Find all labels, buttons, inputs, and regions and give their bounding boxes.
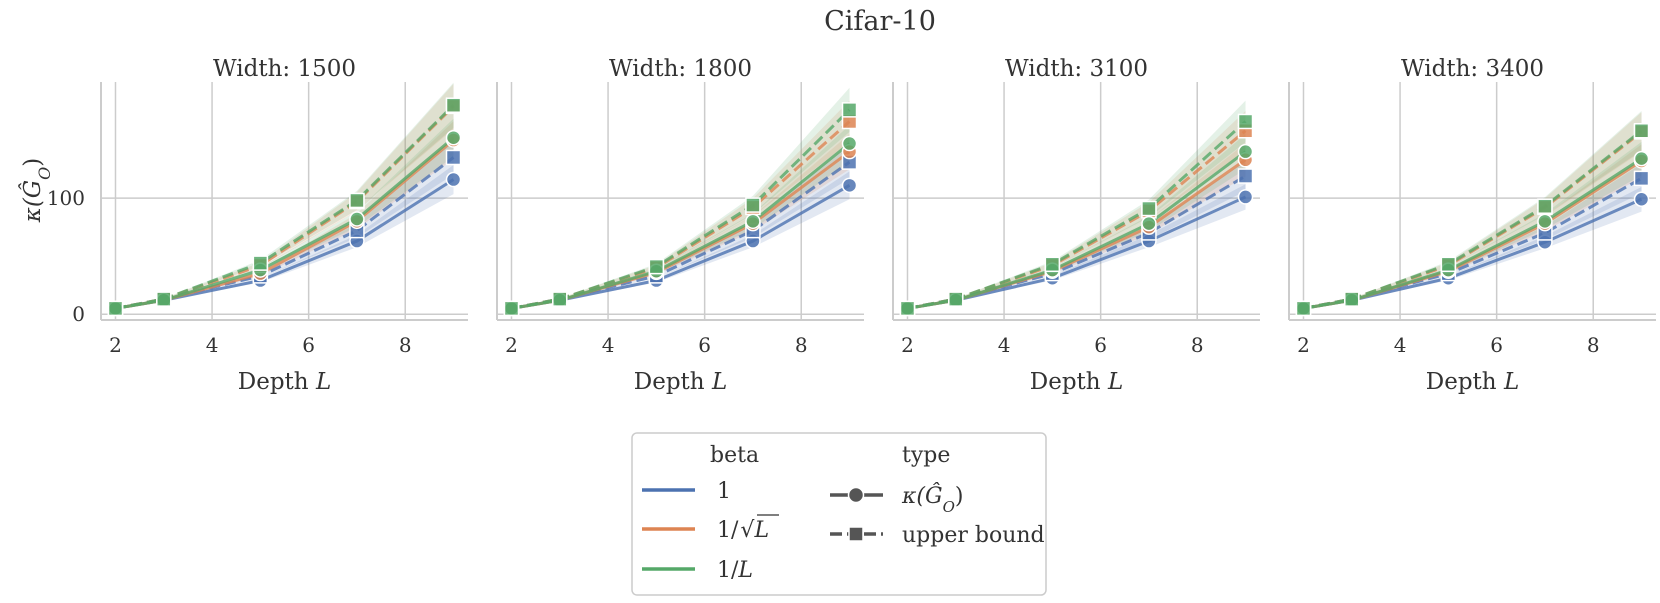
panel-title: Width: 3100 — [1005, 56, 1148, 82]
point-beta-inv-l-kappa — [349, 211, 365, 227]
x-tick-label: 4 — [206, 333, 219, 357]
legend-label-kappa-close: ) — [955, 484, 964, 509]
panel-title: Width: 3400 — [1401, 56, 1544, 82]
x-tick-label: 4 — [602, 333, 615, 357]
point-beta-inv-l-kappa — [1141, 215, 1157, 232]
panel-2: Width: 1800 2 4 6 8 Depth L — [496, 56, 864, 395]
x-tick-label: 8 — [1191, 333, 1204, 357]
y-tick-label: 100 — [47, 186, 85, 210]
legend-swatch-upper-bound — [830, 526, 883, 542]
panel-title: Width: 1800 — [609, 56, 752, 82]
point-beta-inv-l-upper-bound — [1044, 256, 1061, 273]
y-axis-label-main: κ(Ĝ — [19, 180, 46, 223]
x-axis-label: Depth L — [1030, 369, 1123, 395]
point-beta-1-upper-bound — [1633, 170, 1650, 187]
point-beta-inv-l-kappa — [1633, 150, 1650, 167]
point-beta-inv-l-upper-bound — [1141, 200, 1157, 217]
y-axis-label-sub: O — [35, 167, 54, 180]
svg-text:κ(ĜO): κ(ĜO) — [19, 158, 54, 224]
x-tick-label: 4 — [1394, 333, 1407, 357]
point-beta-inv-l-upper-bound — [1295, 300, 1312, 317]
legend: beta 1 1/√L 1/L type κ(ĜO) upper bound — [631, 432, 1047, 596]
x-tick-label: 2 — [1297, 333, 1310, 357]
legend-beta-header: beta — [710, 443, 759, 468]
legend-label-kappa-main: κ(Ĝ — [901, 482, 943, 509]
point-beta-inv-l-kappa — [745, 213, 761, 230]
y-tick-label: 0 — [72, 302, 85, 326]
point-beta-1-upper-bound — [1237, 168, 1254, 184]
x-axis-label: Depth L — [1426, 369, 1519, 395]
point-beta-1-kappa — [841, 177, 858, 194]
legend-label-beta-inv-sqrt-l: 1/√L — [717, 514, 779, 543]
legend-swatch-kappa — [830, 486, 883, 504]
x-tick-label: 6 — [1490, 333, 1503, 357]
point-beta-1-kappa — [1237, 189, 1254, 205]
legend-label-beta-1: 1 — [717, 479, 731, 504]
point-beta-inv-l-upper-bound — [107, 300, 124, 317]
x-tick-label: 4 — [998, 333, 1011, 357]
point-beta-inv-l-upper-bound — [948, 291, 964, 307]
svg-text:1/√L: 1/√L — [717, 518, 769, 543]
legend-label-beta-inv-sqrt-l-prefix: 1/ — [717, 518, 739, 543]
point-beta-inv-l-upper-bound — [552, 291, 568, 307]
point-beta-inv-l-kappa — [841, 135, 858, 152]
sqrt-symbol: √ — [740, 518, 755, 543]
x-tick-label: 6 — [302, 333, 315, 357]
point-beta-inv-l-upper-bound — [1237, 113, 1254, 130]
x-tick-label: 8 — [399, 333, 412, 357]
x-tick-label: 2 — [109, 333, 122, 357]
y-axis-label: κ(ĜO) — [19, 158, 54, 224]
panel-1: Width: 1500 2 4 6 8 0 100 Depth L — [47, 56, 468, 395]
legend-label-beta-inv-l: 1/L — [717, 558, 753, 583]
point-beta-inv-l-upper-bound — [1344, 291, 1360, 307]
point-beta-inv-l-upper-bound — [503, 300, 520, 317]
x-tick-label: 6 — [1094, 333, 1107, 357]
figure-title: Cifar-10 — [824, 6, 936, 37]
point-beta-inv-l-upper-bound — [745, 197, 761, 213]
x-axis-label: Depth L — [634, 369, 727, 395]
panel-title: Width: 1500 — [213, 56, 356, 82]
panel-4: Width: 3400 2 4 6 8 Depth L — [1288, 56, 1656, 395]
panels: Width: 1500 2 4 6 8 0 100 Depth L Width: 1800 2 4 6… — [47, 56, 1656, 395]
legend-frame — [631, 432, 1047, 596]
point-beta-inv-l-upper-bound — [1537, 198, 1553, 214]
point-beta-inv-l-upper-bound — [252, 255, 269, 271]
point-beta-1-kappa — [1633, 191, 1650, 208]
point-beta-1-upper-bound — [445, 149, 462, 166]
legend-label-upper-bound: upper bound — [902, 523, 1045, 548]
x-tick-label: 8 — [795, 333, 808, 357]
legend-label-beta-inv-l-prefix: 1/ — [717, 558, 739, 583]
point-beta-inv-l-upper-bound — [841, 102, 858, 118]
point-beta-inv-l-upper-bound — [899, 300, 916, 317]
point-beta-inv-l-upper-bound — [156, 291, 172, 307]
legend-label-kappa-sub: O — [943, 498, 955, 516]
x-tick-label: 2 — [901, 333, 914, 357]
legend-label-beta-inv-sqrt-l-radicand: L — [753, 518, 769, 543]
point-beta-inv-l-kappa — [1237, 143, 1254, 160]
legend-label-kappa: κ(ĜO) — [901, 482, 964, 516]
legend-type-header: type — [902, 443, 950, 468]
point-beta-inv-l-upper-bound — [1440, 256, 1457, 273]
x-tick-label: 2 — [505, 333, 518, 357]
x-axis-label: Depth L — [238, 369, 331, 395]
point-beta-inv-l-kappa — [445, 129, 462, 146]
point-beta-inv-l-upper-bound — [648, 258, 665, 275]
point-beta-1-kappa — [445, 171, 462, 188]
y-axis-label-close: ) — [20, 158, 46, 167]
point-beta-inv-l-upper-bound — [445, 97, 462, 113]
point-beta-inv-l-upper-bound — [1633, 123, 1650, 139]
point-beta-inv-l-kappa — [1537, 213, 1553, 230]
legend-label-beta-inv-l-var: L — [737, 558, 753, 583]
point-beta-inv-l-upper-bound — [349, 192, 365, 209]
x-tick-label: 6 — [698, 333, 711, 357]
panel-3: Width: 3100 2 4 6 8 Depth L — [892, 56, 1260, 395]
x-tick-label: 8 — [1587, 333, 1600, 357]
